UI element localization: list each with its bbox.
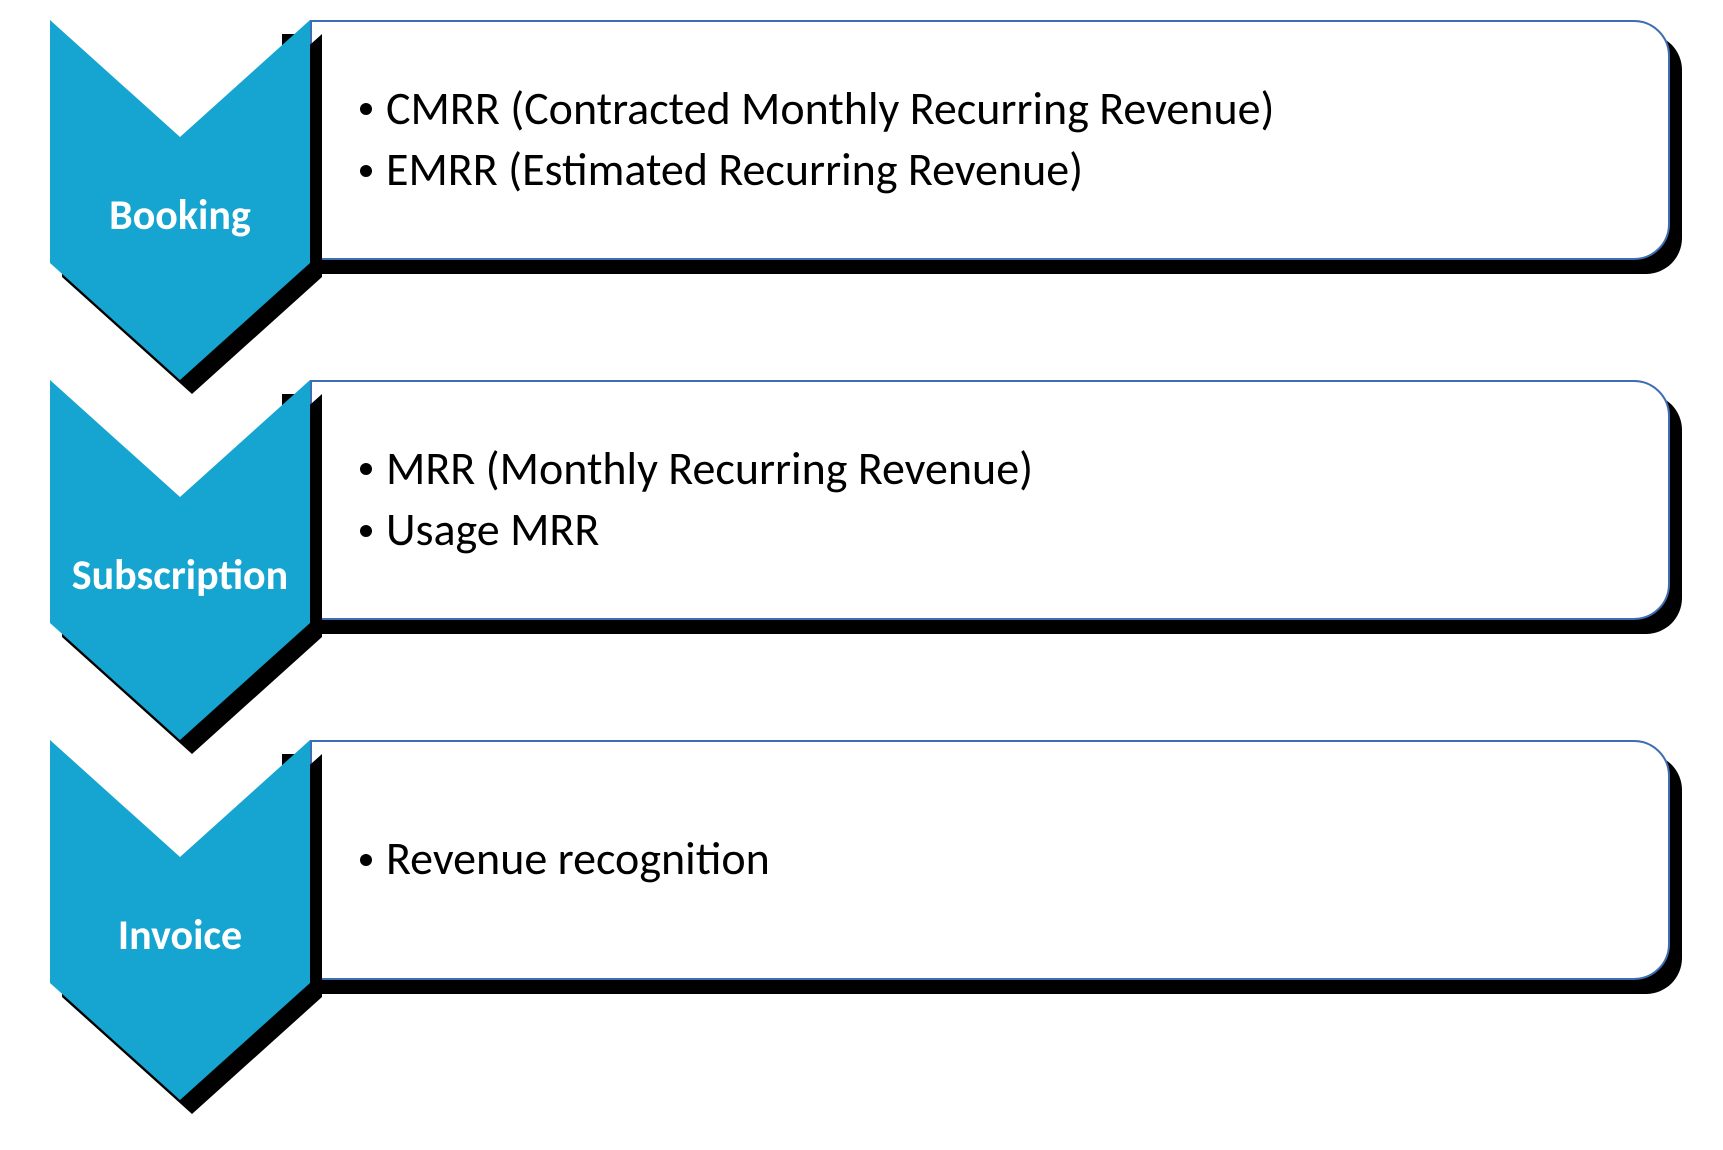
bullet-line: EMRR (Estimated Recurring Revenue) [360, 142, 1668, 200]
bullet-line: CMRR (Contracted Monthly Recurring Reven… [360, 81, 1668, 139]
chevron-label-invoice: Invoice [50, 910, 310, 961]
bullet-dot-icon [360, 463, 372, 475]
bullet-text: CMRR (Contracted Monthly Recurring Reven… [386, 81, 1274, 139]
bullet-text: Revenue recognition [386, 831, 770, 889]
bullet-dot-icon [360, 854, 372, 866]
content-box-invoice: Revenue recognition [310, 740, 1670, 980]
chevron-label-booking: Booking [50, 190, 310, 241]
bullet-text: EMRR (Estimated Recurring Revenue) [386, 142, 1083, 200]
bullet-text: Usage MRR [386, 502, 599, 560]
row-invoice: Revenue recognition Invoice [0, 740, 1723, 1100]
chevron-label-subscription: Subscription [50, 550, 310, 601]
row-booking: CMRR (Contracted Monthly Recurring Reven… [0, 20, 1723, 380]
bullet-line: Usage MRR [360, 502, 1668, 560]
bullet-line: Revenue recognition [360, 831, 1668, 889]
bullet-text: MRR (Monthly Recurring Revenue) [386, 441, 1033, 499]
content-box-booking: CMRR (Contracted Monthly Recurring Reven… [310, 20, 1670, 260]
bullet-line: MRR (Monthly Recurring Revenue) [360, 441, 1668, 499]
row-subscription: MRR (Monthly Recurring Revenue)Usage MRR… [0, 380, 1723, 740]
bullet-dot-icon [360, 165, 372, 177]
diagram-canvas: CMRR (Contracted Monthly Recurring Reven… [0, 0, 1723, 1150]
bullet-dot-icon [360, 103, 372, 115]
bullet-dot-icon [360, 525, 372, 537]
content-box-subscription: MRR (Monthly Recurring Revenue)Usage MRR [310, 380, 1670, 620]
